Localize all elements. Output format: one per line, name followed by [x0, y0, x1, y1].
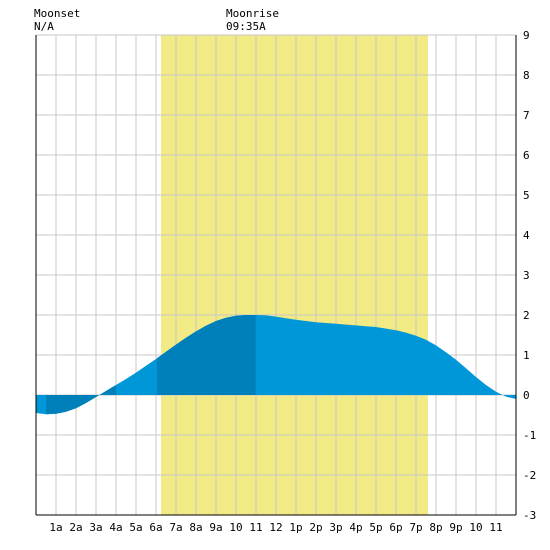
y-tick-label: 4 — [523, 229, 530, 242]
y-tick-label: 8 — [523, 69, 530, 82]
moonset-value: N/A — [34, 20, 54, 33]
tide-area — [36, 315, 516, 415]
tide-area-layer — [36, 315, 516, 415]
x-tick-label: 7a — [169, 521, 182, 534]
grid-layer — [36, 34, 516, 516]
moonrise-label: Moonrise — [226, 7, 279, 20]
tide-area-early — [46, 385, 116, 415]
x-tick-label: 1p — [289, 521, 302, 534]
x-tick-label: 12 — [269, 521, 282, 534]
y-tick-label: -1 — [523, 429, 536, 442]
y-tick-label: 5 — [523, 189, 530, 202]
y-tick-label: 6 — [523, 149, 530, 162]
x-tick-label: 5p — [369, 521, 382, 534]
moonset-label: Moonset — [34, 7, 81, 20]
x-tick-label: 8a — [189, 521, 202, 534]
x-tick-label: 5a — [129, 521, 142, 534]
y-tick-label: 1 — [523, 349, 530, 362]
x-tick-label: 6a — [149, 521, 162, 534]
tide-area-moon — [157, 315, 256, 395]
x-tick-label: 1a — [49, 521, 62, 534]
y-tick-label: 9 — [523, 29, 530, 42]
x-tick-label: 8p — [429, 521, 442, 534]
x-tick-labels: 1a 2a 3a 4a 5a 6a 7a 8a 9a 10 11 12 1p 2p 3p 4p 5p 6p 7p 8p… — [49, 521, 502, 534]
x-tick-label: 10 — [229, 521, 242, 534]
x-tick-label: 2a — [69, 521, 82, 534]
y-tick-labels: -3 -2 -1 0 1 2 3 4 5 6 7 8 9 — [523, 29, 536, 522]
x-tick-label: 3a — [89, 521, 102, 534]
x-tick-label: 4p — [349, 521, 362, 534]
x-tick-label: 10 — [469, 521, 482, 534]
axes-layer — [35, 35, 517, 516]
x-tick-label: 6p — [389, 521, 402, 534]
x-tick-label: 4a — [109, 521, 122, 534]
x-tick-label: 9a — [209, 521, 222, 534]
y-tick-label: 0 — [523, 389, 530, 402]
y-tick-label: -2 — [523, 469, 536, 482]
x-tick-label: 11 — [489, 521, 502, 534]
y-tick-label: 3 — [523, 269, 530, 282]
y-tick-label: 7 — [523, 109, 530, 122]
y-tick-label: -3 — [523, 509, 536, 522]
x-tick-label: 7p — [409, 521, 422, 534]
x-tick-label: 11 — [249, 521, 262, 534]
x-tick-label: 3p — [329, 521, 342, 534]
x-tick-label: 2p — [309, 521, 322, 534]
y-tick-label: 2 — [523, 309, 530, 322]
x-tick-label: 9p — [449, 521, 462, 534]
moonrise-value: 09:35A — [226, 20, 266, 33]
